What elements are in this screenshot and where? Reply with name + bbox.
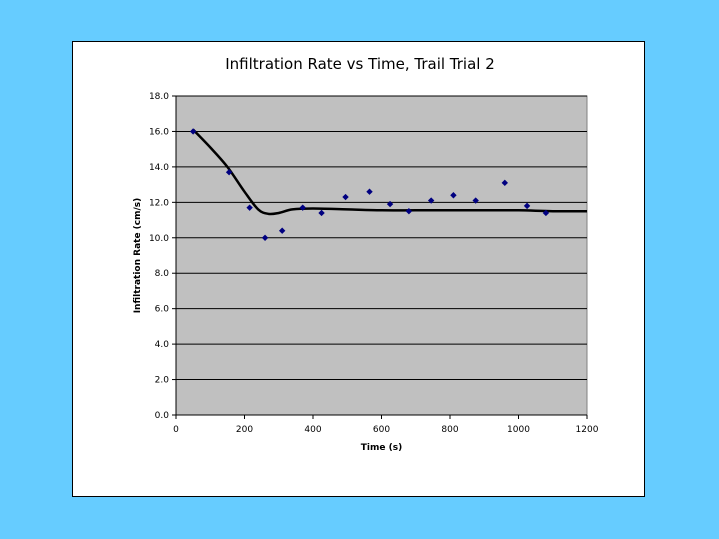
data-point-8 [366,188,373,195]
x-tick-label-0: 0 [173,425,179,435]
y-tick-label-2: 4.0 [155,340,170,350]
data-point-0 [189,128,197,135]
data-point-3 [261,234,269,241]
data-point-9 [386,200,394,208]
x-tick-label-1: 200 [236,425,253,435]
data-point-7 [342,193,349,201]
data-point-16 [542,209,550,217]
trend-line [192,128,588,216]
data-point-5 [299,204,306,211]
y-tick-label-4: 8.0 [155,269,170,279]
y-tick-label-6: 12.0 [149,198,169,208]
data-point-2 [246,204,253,211]
y-tick-label-1: 2.0 [155,376,170,386]
data-point-10 [405,207,413,215]
y-tick-label-7: 14.0 [149,163,169,173]
x-axis-label: Time (s) [361,443,402,453]
y-tick-label-0: 0.0 [155,411,170,421]
x-tick-label-4: 800 [441,425,458,435]
tick-labels: 0.0 2.0 4.0 6.0 8.0 10.0 12.0 14.0 16.0 18.0 0 200 4… [149,92,599,435]
data-point-4 [278,227,286,234]
y-tick-label-3: 6.0 [155,305,170,315]
y-axis-label: Infiltration Rate (cm/s) [133,198,143,314]
chart-svg: Infiltration Rate vs Time, Trail Trial 2… [133,55,599,453]
data-point-13 [472,197,479,204]
y-tick-label-8: 16.0 [149,127,169,137]
x-tick-label-6: 1200 [576,425,599,435]
y-tick-label-5: 10.0 [149,234,169,244]
data-point-14 [501,179,508,187]
data-point-1 [225,169,233,176]
data-point-6 [318,209,325,217]
data-point-11 [427,197,435,204]
x-tick-label-2: 400 [304,425,321,435]
x-tick-label-5: 1000 [507,425,530,435]
x-tick-label-3: 600 [373,425,390,435]
trend-line-layer [192,128,588,216]
plot-area [175,95,588,416]
data-point-12 [450,192,457,199]
chart-frame: Infiltration Rate vs Time, Trail Trial 2… [72,41,645,497]
y-tick-label-9: 18.0 [149,92,169,102]
chart-title: Infiltration Rate vs Time, Trail Trial 2 [225,55,495,73]
gridlines [176,95,587,416]
data-point-15 [523,202,531,210]
data-points [189,128,550,241]
axes [172,95,588,419]
